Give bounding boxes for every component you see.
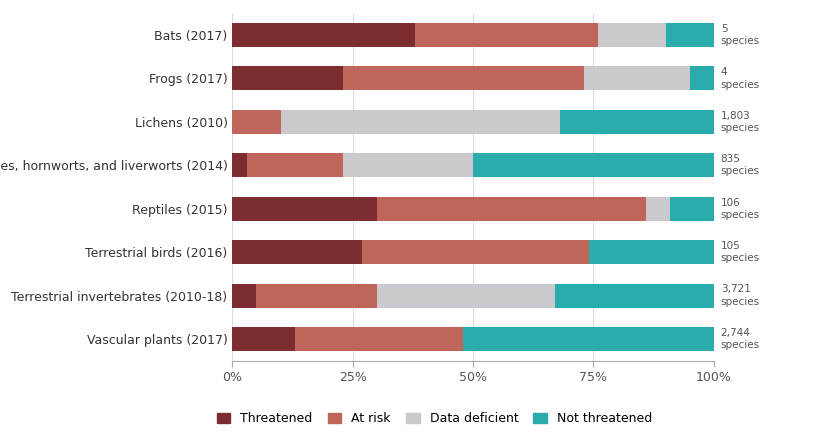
Text: 2,744
species: 2,744 species [720,328,760,350]
Text: 105
species: 105 species [720,241,760,264]
Bar [415,23,598,47]
Bar [647,197,671,221]
Bar [232,197,377,221]
Bar [377,197,647,221]
Bar [232,327,295,351]
Text: 3,721
species: 3,721 species [720,284,760,307]
Bar [690,66,714,90]
Bar [295,327,463,351]
Bar [463,327,714,351]
Bar [363,240,588,264]
Bar [232,110,281,134]
Bar [232,66,343,90]
Bar [247,153,343,177]
Bar [256,284,377,308]
Bar [588,240,714,264]
Bar [232,240,363,264]
Bar [232,284,256,308]
Legend: Threatened, At risk, Data deficient, Not threatened: Threatened, At risk, Data deficient, Not… [217,412,652,425]
Text: 1,803
species: 1,803 species [720,110,760,133]
Bar [555,284,714,308]
Text: 106
species: 106 species [720,198,760,220]
Text: 5
species: 5 species [720,24,760,46]
Text: 4
species: 4 species [720,67,760,90]
Bar [343,66,583,90]
Bar [583,66,690,90]
Bar [343,153,473,177]
Bar [232,153,247,177]
Bar [377,284,555,308]
Bar [232,23,415,47]
Bar [281,110,559,134]
Bar [473,153,714,177]
Text: 835
species: 835 species [720,154,760,176]
Bar [671,197,714,221]
Bar [666,23,714,47]
Bar [559,110,714,134]
Bar [598,23,666,47]
